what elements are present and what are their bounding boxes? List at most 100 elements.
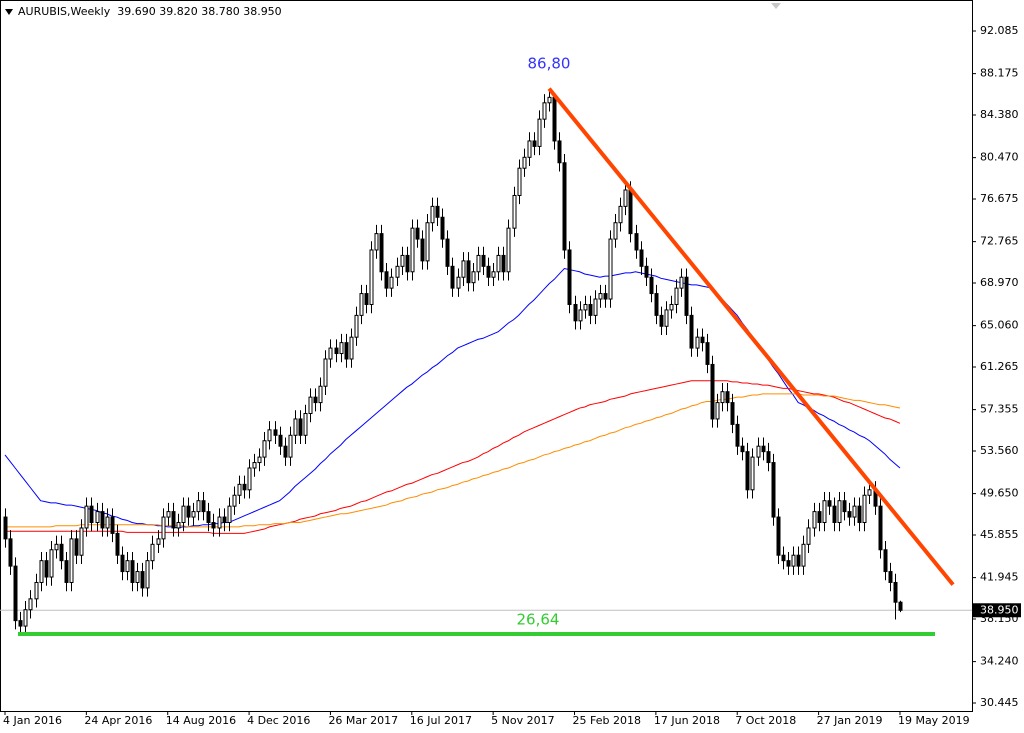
- candle-body: [867, 489, 872, 496]
- candle-body: [552, 96, 557, 142]
- candle-body: [837, 500, 842, 524]
- candle-body: [211, 522, 216, 529]
- candle-body: [705, 342, 710, 365]
- candle-body: [806, 527, 811, 545]
- candle-body: [476, 254, 481, 273]
- candle-body: [537, 118, 542, 147]
- candle-body: [247, 467, 252, 491]
- candle-body: [715, 402, 720, 420]
- candle-body: [206, 511, 211, 524]
- candle-body: [883, 549, 888, 573]
- y-tick-label: 72.765: [980, 235, 1019, 248]
- y-tick-label: 34.240: [980, 655, 1019, 668]
- candle-body: [567, 249, 572, 305]
- candle-body: [659, 314, 664, 327]
- candle-body: [481, 254, 486, 267]
- candle-body: [440, 216, 445, 240]
- candle-body: [893, 581, 898, 603]
- candle-body: [339, 342, 344, 355]
- x-tick-label: 25 Feb 2018: [573, 714, 641, 727]
- x-tick-label: 5 Nov 2017: [491, 714, 554, 727]
- x-tick-label: 27 Jan 2019: [817, 714, 883, 727]
- candle-body: [49, 549, 54, 578]
- candle-body: [700, 336, 705, 344]
- candle-body: [842, 500, 847, 513]
- candle-body: [456, 276, 461, 289]
- x-tick-label: 17 Jun 2018: [654, 714, 720, 727]
- candle-body: [13, 565, 18, 622]
- x-tick-label: 7 Oct 2018: [735, 714, 796, 727]
- candle-body: [512, 194, 517, 229]
- candle-body: [740, 445, 745, 453]
- candle-body: [288, 434, 293, 458]
- y-tick-label: 92.085: [980, 24, 1019, 37]
- candle-body: [8, 538, 13, 567]
- candle-body: [542, 102, 547, 120]
- price-tag-label: 38.950: [980, 603, 1019, 616]
- x-tick-label: 26 Mar 2017: [328, 714, 398, 727]
- candle-body: [232, 494, 237, 507]
- candle-body: [695, 336, 700, 349]
- candle-body: [654, 293, 659, 316]
- candle-body: [39, 560, 44, 583]
- x-tick-label: 14 Aug 2016: [166, 714, 236, 727]
- y-tick-label: 53.560: [980, 444, 1019, 457]
- candle-body: [720, 391, 725, 404]
- candle-body: [308, 396, 313, 414]
- menu-arrow[interactable]: [5, 9, 13, 15]
- candle-body: [69, 538, 74, 583]
- candle-body: [771, 462, 776, 518]
- candle-body: [486, 265, 491, 278]
- candle-body: [59, 543, 64, 562]
- y-tick-label: 45.855: [980, 528, 1019, 541]
- candle-body: [781, 554, 786, 562]
- candle-body: [303, 412, 308, 436]
- y-tick-label: 61.265: [980, 360, 1019, 373]
- candle-body: [267, 429, 272, 442]
- candle-body: [852, 505, 857, 518]
- candle-body: [115, 532, 120, 556]
- candle-body: [679, 276, 684, 289]
- y-tick-label: 76.675: [980, 192, 1019, 205]
- candle-body: [191, 511, 196, 518]
- candle-body: [832, 505, 837, 524]
- candle-body: [527, 140, 532, 158]
- candle-body: [23, 609, 28, 627]
- candle-body: [156, 538, 161, 545]
- candle-body: [786, 560, 791, 567]
- y-tick-label: 88.175: [980, 67, 1019, 80]
- candle-body: [400, 254, 405, 267]
- candle-body: [878, 505, 883, 551]
- candle-body: [125, 560, 130, 573]
- candle-body: [766, 451, 771, 464]
- candle-body: [364, 293, 369, 305]
- candle-body: [176, 522, 181, 529]
- x-tick-label: 4 Dec 2016: [247, 714, 310, 727]
- candle-body: [161, 516, 166, 540]
- y-tick-label: 41.945: [980, 571, 1019, 584]
- shift-marker[interactable]: [771, 3, 781, 9]
- candle-body: [196, 500, 201, 513]
- moving-average-line: [5, 393, 901, 528]
- candle-body: [791, 554, 796, 567]
- candle-body: [44, 560, 49, 578]
- candle-body: [801, 543, 806, 567]
- candle-body: [634, 233, 639, 251]
- candle-body: [496, 254, 501, 273]
- candle-body: [237, 483, 242, 496]
- candle-body: [181, 505, 186, 524]
- candle-body: [257, 456, 262, 464]
- candle-body: [857, 505, 862, 524]
- candle-body: [888, 571, 893, 583]
- candle-body: [135, 571, 140, 583]
- candle-body: [522, 156, 527, 169]
- candle-body: [262, 440, 267, 458]
- candle-body: [796, 554, 801, 567]
- candle-body: [623, 189, 628, 207]
- y-tick-label: 30.445: [980, 696, 1019, 709]
- candle-body: [242, 483, 247, 491]
- candle-body: [649, 276, 654, 295]
- candle-body: [3, 516, 8, 540]
- candle-body: [501, 254, 506, 273]
- candle-body: [618, 205, 623, 224]
